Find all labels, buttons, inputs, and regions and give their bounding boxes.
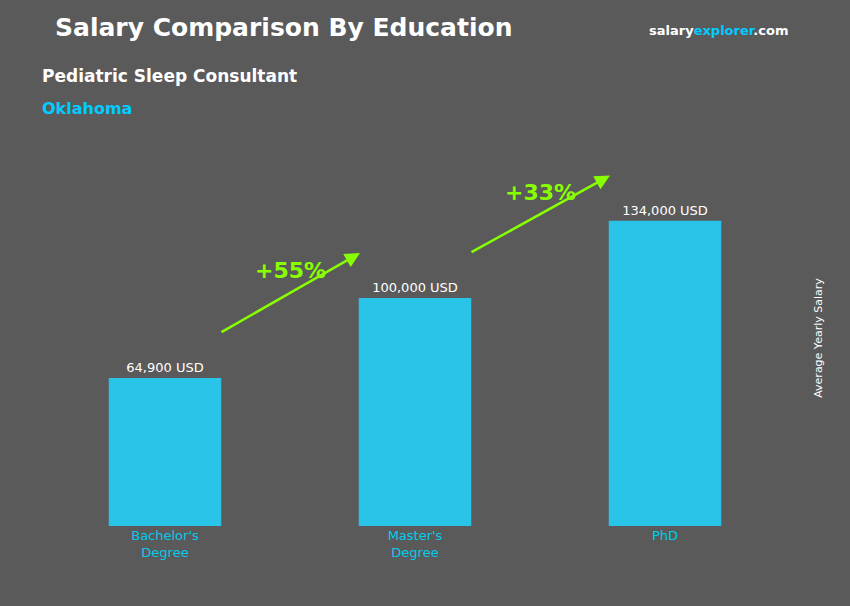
svg-text:PhD: PhD: [652, 528, 678, 543]
svg-text:+33%: +33%: [505, 180, 576, 205]
svg-text:Oklahoma: Oklahoma: [42, 99, 132, 118]
svg-text:64,900 USD: 64,900 USD: [126, 360, 203, 375]
svg-text:+55%: +55%: [255, 258, 326, 283]
svg-text:100,000 USD: 100,000 USD: [372, 280, 458, 295]
svg-text:Pediatric Sleep Consultant: Pediatric Sleep Consultant: [42, 66, 297, 86]
svg-text:salaryexplorer.com: salaryexplorer.com: [649, 23, 788, 38]
svg-text:Bachelor'sDegree: Bachelor'sDegree: [131, 528, 199, 560]
svg-text:134,000 USD: 134,000 USD: [622, 203, 708, 218]
svg-text:Salary Comparison By Education: Salary Comparison By Education: [55, 13, 512, 42]
svg-text:Average Yearly Salary: Average Yearly Salary: [812, 278, 825, 398]
svg-text:Master'sDegree: Master'sDegree: [388, 528, 443, 560]
